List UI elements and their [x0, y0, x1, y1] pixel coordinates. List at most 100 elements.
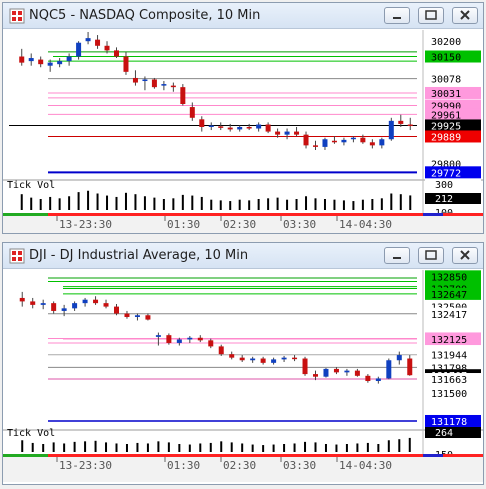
candle-body [166, 335, 172, 343]
price-tag-bg [425, 119, 481, 132]
title-bar[interactable]: NQC5 - NASDAQ Composite, 10 Min [3, 3, 483, 29]
session-bar-open [3, 454, 48, 457]
vol-tag-bg [425, 207, 481, 218]
candle-body [40, 303, 46, 305]
time-label: 02:30 [223, 218, 256, 231]
candle-body [265, 124, 271, 132]
candle-body [72, 303, 78, 309]
candle-body [271, 359, 277, 363]
price-tag-label: 131663 [431, 375, 467, 386]
candle-body [388, 120, 394, 140]
time-label: 13-23:30 [59, 218, 112, 231]
candle-body [161, 84, 167, 86]
candle-body [303, 134, 309, 146]
window-title: DJI - DJ Industrial Average, 10 Min [29, 248, 249, 263]
candle-body [281, 357, 287, 360]
candle-body [47, 62, 53, 66]
chart-area[interactable]: 1328501327311327091326471325001324171321… [3, 270, 483, 484]
candle-body [407, 124, 413, 127]
price-tag-bg [425, 35, 481, 48]
candle-body [237, 126, 243, 130]
price-tag-label: 132850 [431, 272, 467, 283]
price-tag-label: 30200 [431, 37, 461, 48]
maximize-button[interactable] [418, 7, 444, 24]
candle-body [284, 131, 290, 135]
candle-body [218, 346, 224, 355]
candle-body [250, 358, 256, 361]
candle-body [344, 370, 350, 373]
title-bar[interactable]: DJI - DJ Industrial Average, 10 Min [3, 243, 483, 269]
candle-body [155, 335, 161, 337]
price-tag: 30150 [425, 50, 481, 64]
price-tag-label: 131178 [431, 417, 467, 428]
vol-tag-bg [425, 427, 481, 438]
chart-window-dji: DJI - DJ Industrial Average, 10 Min 1328… [2, 242, 484, 485]
price-tag-bg [425, 287, 481, 300]
time-label: 02:30 [223, 459, 256, 472]
minimize-icon [393, 257, 401, 259]
candle-body [275, 131, 281, 135]
price-tag-label: 131798 [431, 363, 467, 374]
minimize-button[interactable] [384, 247, 410, 264]
price-tag-bg [425, 414, 481, 427]
time-label: 14-04:30 [339, 218, 392, 231]
candle-body [30, 301, 36, 305]
candle-body [114, 50, 119, 57]
price-chart-svg[interactable]: 30200 30150 30078 30031 29990299612992529889… [3, 30, 483, 233]
candle-body [142, 79, 148, 82]
maximize-button[interactable] [418, 247, 444, 264]
price-tag-bg [425, 387, 481, 400]
subpanel-label: Tick Vol [7, 180, 55, 191]
price-tag: 30200 [425, 35, 481, 48]
time-axis-bg [3, 457, 483, 482]
price-tag: 132125 [425, 333, 481, 346]
price-tag-label: 132647 [431, 290, 467, 301]
chart-app-icon [9, 248, 25, 264]
candle-body [354, 370, 360, 376]
chart-window-nasdaq: NQC5 - NASDAQ Composite, 10 Min 30200 301… [2, 2, 484, 234]
candle-body [313, 374, 318, 377]
candle-body [386, 360, 392, 379]
vol-tag-label: 300 [435, 180, 453, 191]
price-tag-bg [425, 108, 481, 121]
price-chart-svg[interactable]: 1328501327311327091326471325001324171321… [3, 270, 483, 484]
price-tag-label: 29800 [431, 160, 461, 171]
price-tag-label: 131944 [431, 351, 467, 362]
candle-body [103, 303, 109, 307]
maximize-icon [425, 10, 437, 20]
close-icon [460, 250, 470, 260]
price-tag: 29961 [425, 108, 481, 121]
candle-body [151, 79, 157, 88]
candle-body [170, 85, 176, 88]
candle-body [208, 125, 214, 127]
vol-tag-label: 212 [435, 194, 453, 205]
chart-area[interactable]: 30200 30150 30078 30031 29990 29961 29925 29889… [3, 30, 483, 233]
close-button[interactable] [452, 247, 478, 264]
close-icon [460, 10, 470, 20]
candle-body [114, 306, 119, 314]
price-tag-bg [425, 307, 481, 320]
candle-body [322, 139, 328, 147]
maximize-icon [425, 250, 437, 260]
price-tag-bg [425, 333, 481, 346]
candle-body [256, 124, 262, 129]
session-bar-end [423, 454, 443, 457]
price-tag: 131944 [425, 348, 481, 362]
price-tag: 132647 [425, 287, 481, 301]
candle-body [375, 378, 381, 382]
close-button[interactable] [452, 7, 478, 24]
candle-body [331, 140, 337, 143]
candle-body [208, 340, 214, 347]
window-title: NQC5 - NASDAQ Composite, 10 Min [29, 8, 261, 23]
time-label: 13-23:30 [59, 459, 112, 472]
candle-body [51, 303, 57, 311]
time-label: 01:30 [167, 218, 200, 231]
candle-body [292, 357, 298, 360]
candle-body [76, 42, 82, 57]
price-tag: 29925 [425, 119, 481, 132]
minimize-button[interactable] [384, 7, 410, 24]
candle-body [189, 107, 195, 118]
candle-body [369, 142, 375, 146]
candle-body [218, 126, 224, 128]
time-label: 01:30 [167, 459, 200, 472]
